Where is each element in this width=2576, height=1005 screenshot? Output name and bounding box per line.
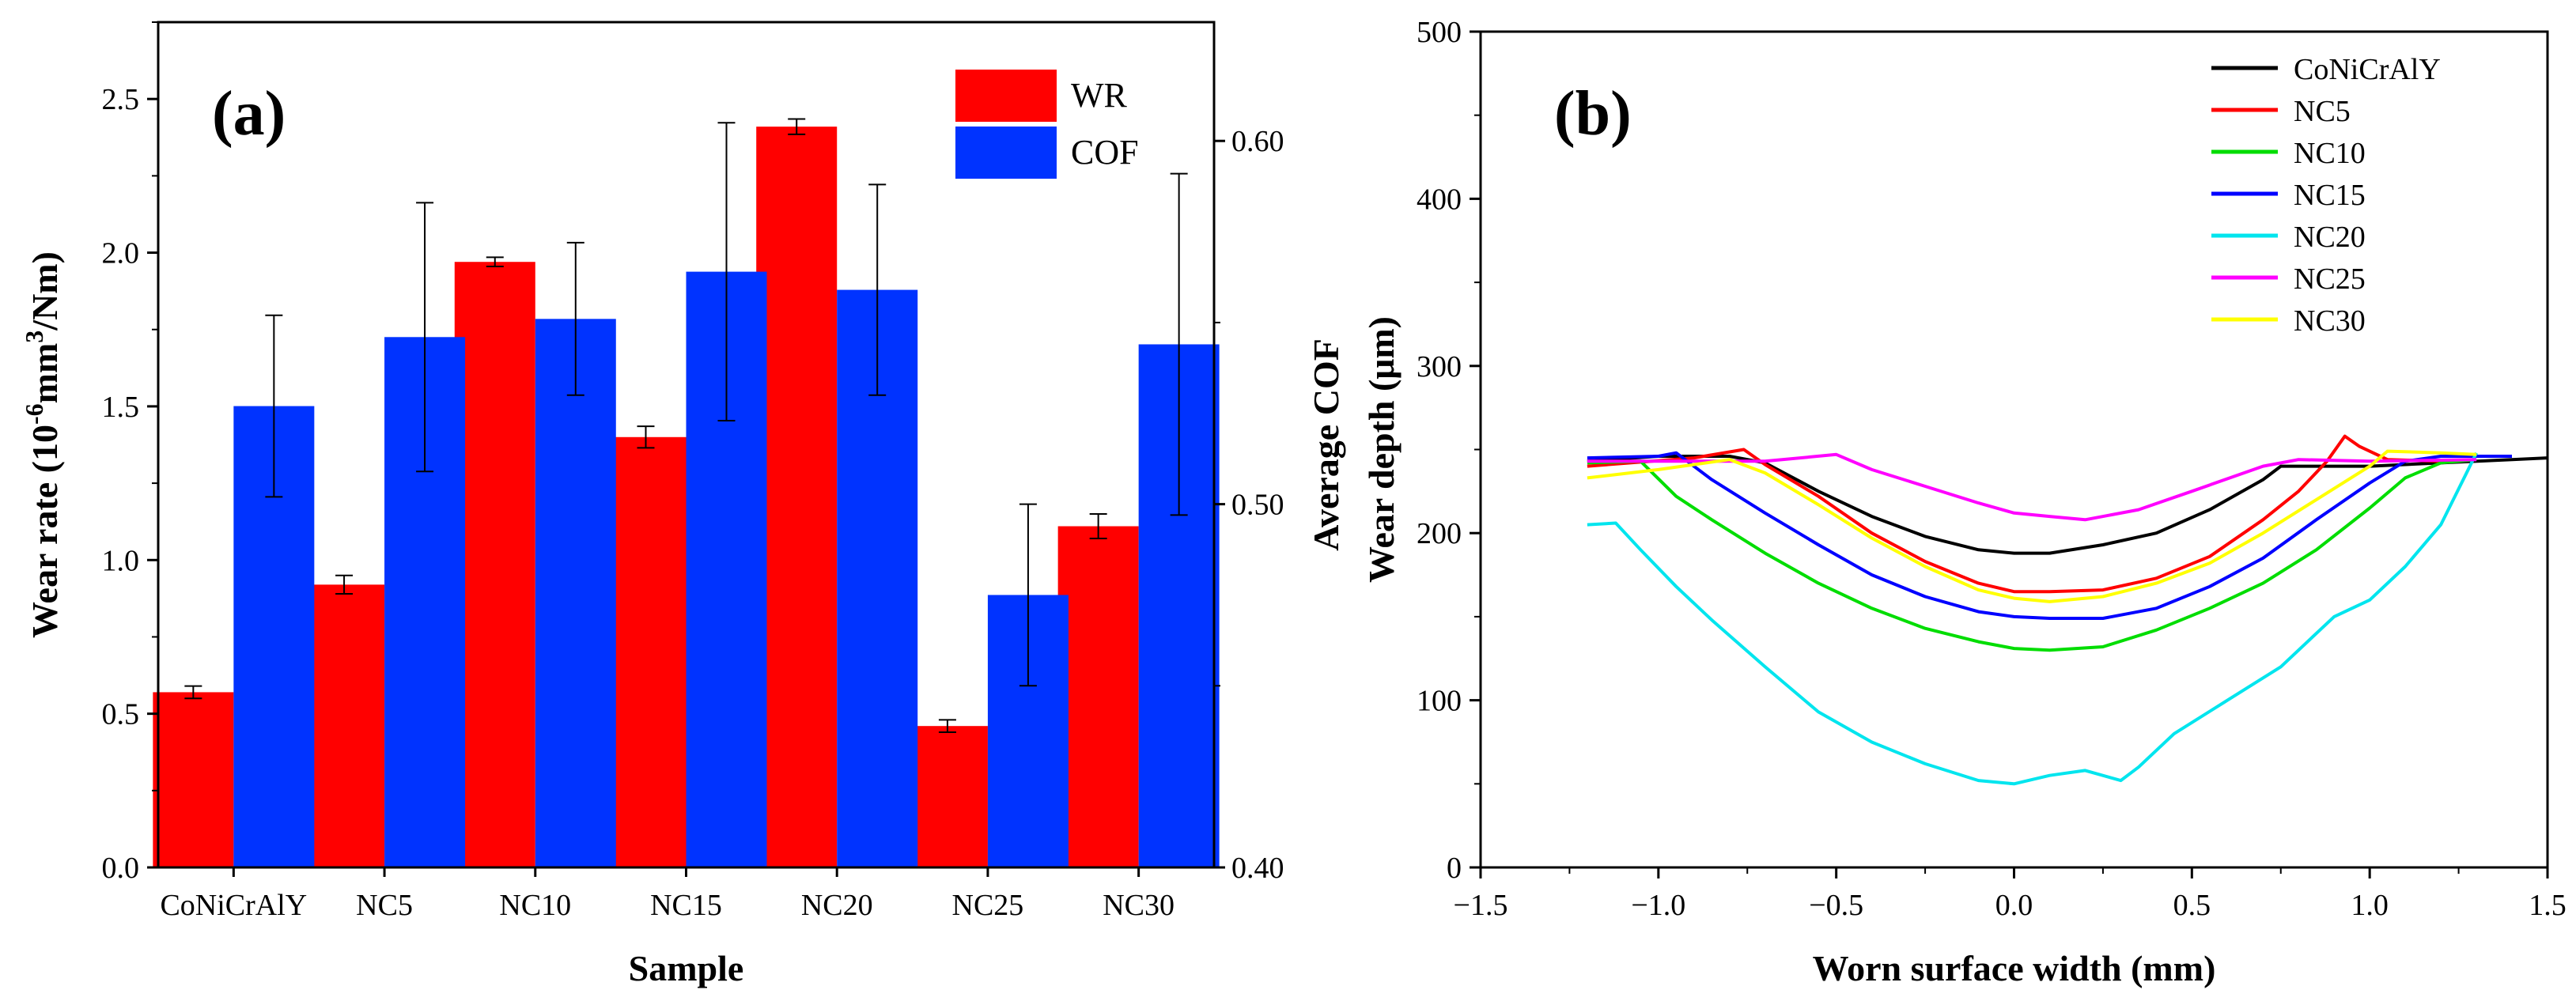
y-axis-title-part: /Nm) <box>25 251 65 331</box>
x-tick-label: 0.5 <box>2173 889 2211 922</box>
y-axis-title-part: Wear rate (10 <box>25 425 65 638</box>
y-axis-title-sup: 3 <box>20 331 48 343</box>
errorbar-wr-nc10 <box>486 256 504 268</box>
y-axis-title-part: mm <box>25 343 65 404</box>
bar-wr-conicraly <box>153 692 234 867</box>
legend-swatch-cof <box>955 127 1057 179</box>
x-tick-label: 1.0 <box>2351 889 2389 922</box>
panel-a-wear-rate-cof-chart: 0.0 0.5 1.0 1.5 2.0 2.5 0.40 0.50 0.60 CoNiCrAlY N… <box>20 21 1346 988</box>
y2-tick-label: 0.50 <box>1231 489 1284 522</box>
x-tick-label: NC20 <box>801 889 873 922</box>
panel-b-wear-depth-chart: −1.5 −1.0 −0.5 0.0 0.5 1.0 1.5 0 100 200 300 400 500… <box>1361 16 2567 988</box>
series-line-nc25 <box>1587 452 2477 522</box>
legend-label-nc10: NC10 <box>2294 137 2366 170</box>
x-tick-label: −1.0 <box>1631 889 1685 922</box>
x-tick-label: NC30 <box>1103 889 1175 922</box>
y-tick-label: 400 <box>1417 183 1462 216</box>
y-tick-label: 2.5 <box>102 83 140 116</box>
legend-label-nc20: NC20 <box>2294 221 2366 254</box>
series-line-nc10 <box>1587 458 2477 652</box>
errorbar-wr-nc30 <box>1089 512 1107 540</box>
bar-wr-nc10 <box>454 262 535 867</box>
series-line-nc20 <box>1587 451 2478 786</box>
y-axis-title: Wear rate (10-6mm3/Nm) <box>20 251 65 638</box>
errorbar-cof-conicraly <box>265 314 283 498</box>
x-axis-title: Worn surface width (mm) <box>1813 948 2216 988</box>
errorbar-cof-nc15 <box>717 122 736 421</box>
y-tick-label: 0.0 <box>102 852 140 885</box>
y2-axis-title: Average COF <box>1306 338 1346 551</box>
y-tick-label: 100 <box>1417 685 1462 718</box>
legend-label-cof: COF <box>1071 133 1139 172</box>
legend-label-nc25: NC25 <box>2294 263 2366 296</box>
errorbar-cof-nc20 <box>868 183 887 396</box>
x-tick-label: NC10 <box>499 889 571 922</box>
panel-label: (b) <box>1554 79 1632 149</box>
series-line-nc15 <box>1587 451 2512 620</box>
bar-cof-nc10 <box>535 319 616 868</box>
bar-wr-nc20 <box>756 127 838 868</box>
errorbar-wr-nc5 <box>335 574 354 595</box>
legend-swatch-wr <box>955 70 1057 122</box>
legend-label-conicraly: CoNiCrAlY <box>2294 53 2441 86</box>
bar-wr-nc15 <box>605 436 687 867</box>
x-tick-label: 1.5 <box>2529 889 2567 922</box>
errorbar-wr-nc20 <box>788 118 806 135</box>
errorbar-cof-nc25 <box>1019 503 1037 687</box>
y2-tick-label: 0.40 <box>1231 852 1284 885</box>
y-axis-title: Wear depth (μm) <box>1361 316 1401 583</box>
legend-label-nc15: NC15 <box>2294 179 2366 212</box>
errorbar-cof-nc5 <box>416 202 434 473</box>
y-axis-title-sup: -6 <box>20 403 48 425</box>
x-axis-title: Sample <box>629 948 744 988</box>
y-tick-label: 300 <box>1417 350 1462 383</box>
panel-label: (a) <box>212 79 286 149</box>
y-tick-label: 500 <box>1417 16 1462 49</box>
errorbar-wr-conicraly <box>184 685 202 700</box>
x-tick-label: NC25 <box>952 889 1024 922</box>
errorbar-wr-nc25 <box>938 719 956 733</box>
y-tick-label: 0.5 <box>102 698 140 731</box>
series-line-nc5 <box>1587 434 2477 594</box>
bar-wr-nc30 <box>1057 526 1139 867</box>
x-tick-label: −0.5 <box>1809 889 1863 922</box>
errorbar-wr-nc15 <box>637 425 655 449</box>
y-tick-label: 0 <box>1447 852 1462 885</box>
y-tick-label: 1.0 <box>102 544 140 577</box>
series-line-nc30 <box>1587 449 2477 603</box>
x-tick-label: −1.5 <box>1454 889 1508 922</box>
bar-wr-nc25 <box>906 726 988 867</box>
errorbar-cof-nc30 <box>1170 172 1188 516</box>
bar-wr-nc5 <box>304 584 385 867</box>
legend-label-nc5: NC5 <box>2294 95 2351 128</box>
y2-tick-label: 0.60 <box>1231 125 1284 158</box>
y-tick-label: 2.0 <box>102 237 140 270</box>
x-tick-label: NC5 <box>356 889 413 922</box>
x-tick-label: 0.0 <box>1995 889 2033 922</box>
y-tick-label: 1.5 <box>102 391 140 424</box>
x-tick-label: NC15 <box>650 889 722 922</box>
legend-label-nc30: NC30 <box>2294 304 2366 338</box>
legend-label-wr: WR <box>1071 76 1128 115</box>
x-tick-label: CoNiCrAlY <box>160 889 307 922</box>
errorbar-cof-nc10 <box>566 241 584 396</box>
y-tick-label: 200 <box>1417 517 1462 550</box>
